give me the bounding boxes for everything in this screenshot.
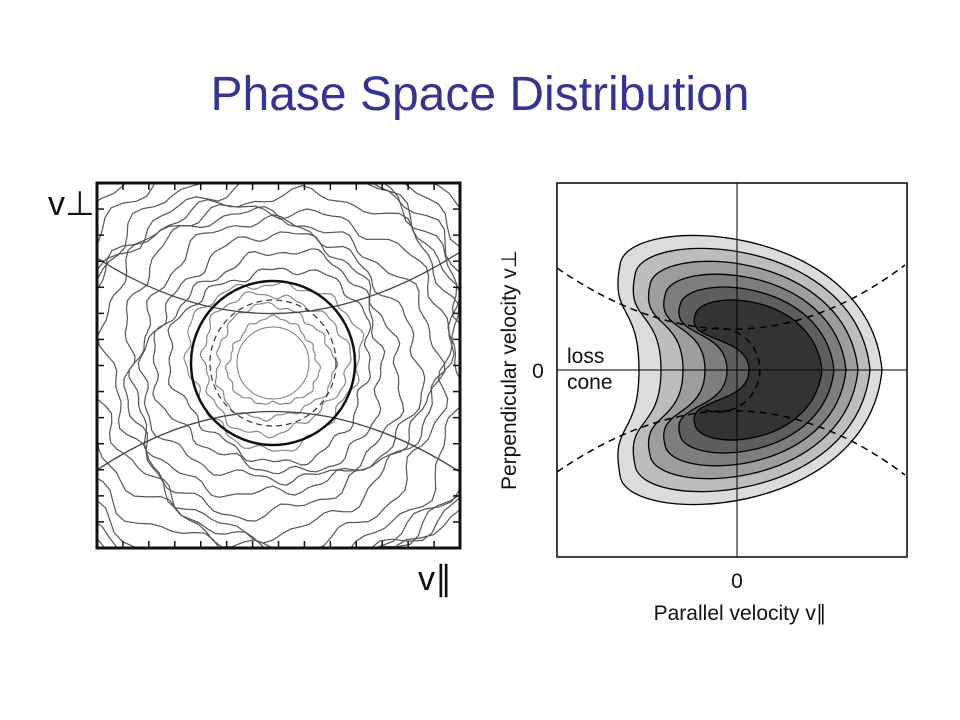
left-y-label: v⊥ (48, 185, 95, 223)
frame-ticks (97, 183, 460, 548)
contour-lines (97, 183, 460, 548)
annotation: cone (567, 371, 613, 394)
contour (97, 183, 460, 548)
right-figure: loss cone 0 0 Parallel velocity v∥ Perpe… (498, 182, 908, 625)
slide-title: Phase Space Distribution (211, 68, 750, 121)
contour (214, 302, 339, 422)
contour (97, 184, 460, 548)
left-x-label: v∥ (418, 560, 452, 598)
thick-circle (189, 279, 357, 447)
contour (167, 267, 372, 466)
contour (97, 183, 460, 548)
contour (97, 183, 460, 548)
contour (123, 205, 446, 522)
x-axis-title: Parallel velocity v∥ (654, 602, 827, 625)
contour (97, 203, 455, 544)
dashed-circle (209, 299, 337, 427)
y-axis-title: Perpendicular velocity v⊥ (498, 250, 521, 490)
y-tick-label: 0 (532, 360, 544, 383)
contour (199, 291, 352, 439)
left-figure: v⊥ v∥ (48, 181, 462, 598)
x-tick-label: 0 (731, 570, 743, 593)
annotation: loss (567, 345, 604, 368)
right-frame (556, 182, 908, 558)
inner-hole (236, 326, 310, 400)
cone-lines (97, 251, 460, 473)
contour (224, 314, 322, 405)
contour (152, 248, 386, 475)
